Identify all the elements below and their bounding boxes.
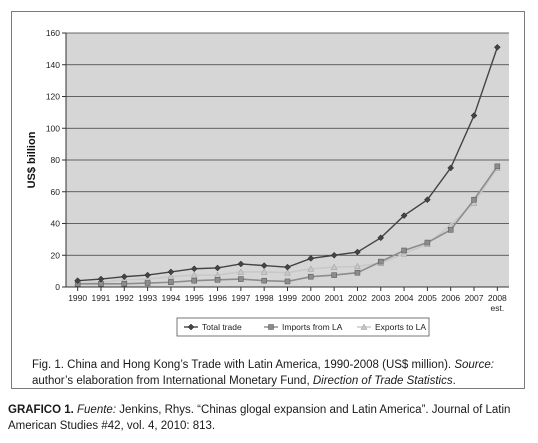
point-total-trade-1996 [214, 264, 221, 272]
point-exports-to-la-1997 [237, 268, 245, 275]
point-imports-from-la-2000 [308, 273, 314, 280]
point-imports-from-la-1997 [238, 276, 244, 282]
x-tick-label-1998: 1998 [255, 293, 274, 303]
caption-end: . [452, 375, 456, 387]
legend-marker-imports-from-la [268, 324, 274, 330]
point-total-trade-2007 [470, 112, 478, 119]
x-tick-label-1992: 1992 [115, 293, 134, 303]
point-total-trade-1990 [74, 277, 82, 285]
source-credit: GRAFICO 1. Fuente: Jenkins, Rhys. “China… [8, 402, 534, 434]
point-total-trade-1992 [120, 273, 128, 281]
legend-label-exports-to-la: Exports to LA [375, 322, 426, 332]
x-tick-label-1994: 1994 [161, 293, 180, 303]
point-imports-from-la-1996 [214, 277, 221, 283]
point-total-trade-1994 [167, 268, 175, 276]
point-imports-from-la-2002 [354, 269, 361, 276]
point-imports-from-la-2005 [424, 239, 431, 246]
y-tick-label-160: 160 [46, 28, 60, 38]
y-tick-label-140: 140 [46, 60, 60, 70]
x-tick-label-1995: 1995 [185, 293, 204, 303]
point-total-trade-2003 [377, 234, 385, 242]
y-tick-label-0: 0 [55, 282, 60, 292]
x-tick-label-1996: 1996 [208, 293, 227, 303]
y-tick-label-60: 60 [51, 187, 61, 197]
point-imports-from-la-2004 [401, 247, 407, 254]
legend-box [176, 317, 430, 337]
figure-caption: Fig. 1. China and Hong Kong’s Trade with… [32, 357, 522, 389]
caption-source-label: Source: [454, 359, 494, 371]
point-total-trade-2008 [493, 43, 501, 51]
point-total-trade-1993 [144, 271, 151, 279]
figure-frame: 0 20 40 60 80 100 120 140 160 US$ billion 1990 1991… [11, 11, 525, 389]
point-imports-from-la-1995 [191, 277, 197, 284]
trade-chart: 0 20 40 60 80 100 120 140 160 US$ billion 1990 1991… [26, 28, 509, 337]
x-tick-label-1990: 1990 [68, 293, 87, 303]
point-exports-to-la-2002 [354, 262, 361, 270]
point-exports-to-la-1995 [190, 271, 198, 278]
caption-source-title: Direction of Trade Statistics [312, 375, 453, 387]
x-tick-label-1999: 1999 [278, 293, 297, 303]
point-total-trade-1999 [284, 263, 291, 271]
legend-label-total-trade: Total trade [202, 322, 242, 332]
x-tick-note: est. [490, 303, 504, 313]
x-tick-label-2000: 2000 [301, 293, 320, 303]
caption-source-text: author’s elaboration from International … [32, 375, 313, 387]
credit-label: GRAFICO 1. [8, 404, 74, 416]
point-total-trade-2006 [447, 164, 455, 172]
x-tick-label-2002: 2002 [348, 293, 367, 303]
point-exports-to-la-2001 [330, 263, 338, 270]
point-imports-from-la-2007 [471, 196, 477, 203]
x-tick-label-2008: 2008 [488, 293, 507, 303]
point-exports-to-la-2004 [400, 250, 408, 257]
point-total-trade-2000 [307, 255, 315, 262]
y-tick-label-40: 40 [51, 219, 61, 229]
point-exports-to-la-1998 [260, 268, 268, 275]
credit-text: Jenkins, Rhys. “Chinas glogal expansion … [8, 404, 511, 432]
caption-text: Fig. 1. China and Hong Kong’s Trade with… [32, 359, 455, 371]
point-imports-from-la-2001 [331, 272, 337, 278]
x-tick-label-1993: 1993 [138, 293, 157, 303]
legend-marker-total-trade [187, 323, 195, 331]
x-tick-label-2001: 2001 [325, 293, 344, 303]
point-total-trade-2002 [354, 248, 361, 256]
point-imports-from-la-2008 [494, 163, 501, 170]
x-tick-label-2003: 2003 [371, 293, 390, 303]
legend-label-imports-from-la: Imports from LA [282, 322, 343, 332]
point-total-trade-1991 [97, 275, 105, 283]
point-exports-to-la-2000 [307, 265, 315, 272]
legend-marker-exports-to-la [360, 323, 368, 330]
x-tick-label-1991: 1991 [92, 293, 111, 303]
point-imports-from-la-1992 [121, 281, 128, 287]
y-axis-label: US$ billion [26, 131, 38, 188]
point-exports-to-la-1994 [167, 273, 175, 280]
point-total-trade-1997 [237, 260, 245, 268]
point-imports-from-la-1998 [261, 277, 267, 284]
y-tick-label-80: 80 [51, 155, 61, 165]
y-tick-label-120: 120 [46, 92, 60, 102]
y-tick-label-20: 20 [51, 250, 61, 260]
credit-fuente: Fuente: [77, 404, 117, 416]
point-imports-from-la-2003 [378, 258, 384, 265]
y-tick-label-100: 100 [46, 123, 60, 133]
point-imports-from-la-1994 [168, 279, 174, 285]
point-total-trade-2001 [330, 251, 338, 259]
x-tick-label-2005: 2005 [418, 293, 437, 303]
x-tick-label-2007: 2007 [465, 293, 484, 303]
point-imports-from-la-1999 [284, 278, 291, 285]
point-exports-to-la-1999 [284, 269, 291, 276]
point-total-trade-1998 [260, 262, 268, 269]
x-tick-label-2004: 2004 [395, 293, 414, 303]
point-total-trade-2005 [424, 196, 431, 204]
point-imports-from-la-1993 [144, 280, 151, 286]
x-tick-label-1997: 1997 [231, 293, 250, 303]
point-total-trade-1995 [190, 265, 198, 273]
point-imports-from-la-2006 [447, 227, 454, 233]
point-total-trade-2004 [400, 212, 408, 219]
x-tick-label-2006: 2006 [441, 293, 460, 303]
